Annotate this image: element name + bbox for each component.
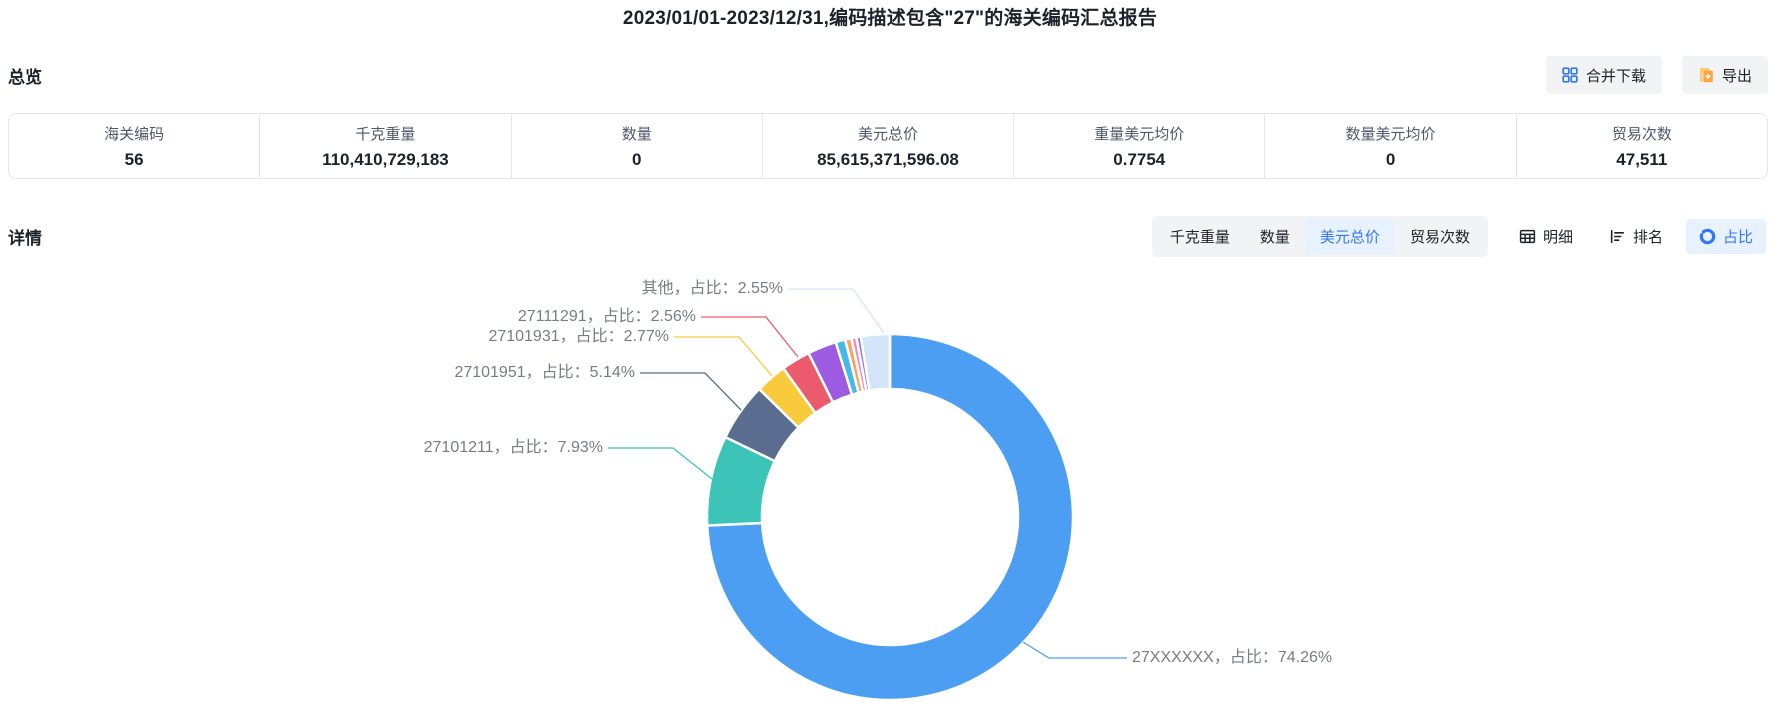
- view-tab-label: 排名: [1632, 228, 1663, 246]
- view-tab-label: 占比: [1722, 228, 1753, 246]
- pie-label-line-其他: [788, 288, 885, 334]
- pie-label-27101951: 27101951，占比：5.14%: [454, 363, 635, 381]
- ratio-icon: [1699, 228, 1716, 245]
- pie-segment-其他[interactable]: [859, 332, 892, 392]
- stat-label: 重量美元均价: [1094, 125, 1185, 143]
- pie-label-其他: 其他，占比：2.55%: [642, 279, 783, 297]
- stat-col-usd-per-qty: 数量美元均价 0: [1264, 114, 1515, 178]
- stat-col-usd-total: 美元总价 85,615,371,596.08: [761, 114, 1013, 178]
- overview-header: 总览 合并下载: [8, 54, 1768, 96]
- stat-label: 数量美元均价: [1345, 125, 1436, 143]
- view-tab-ratio[interactable]: 占比: [1685, 218, 1766, 254]
- stat-value: 56: [124, 149, 144, 169]
- pie-label-line-27101931: [674, 336, 773, 377]
- merge-download-icon: [1562, 67, 1578, 83]
- stat-col-kg-weight: 千克重量 110,410,729,183: [259, 114, 510, 178]
- page-title-row: 2023/01/01-2023/12/31,编码描述包含"27"的海关编码汇总报…: [0, 0, 1780, 32]
- detail-tabs: 千克重量 数量 美元总价 贸易次数 明细 排名 占比: [1151, 215, 1766, 257]
- stat-label: 海关编码: [104, 125, 165, 143]
- metric-tab-group: 千克重量 数量 美元总价 贸易次数: [1151, 215, 1488, 257]
- stat-col-hs-code: 海关编码 56: [9, 114, 259, 178]
- overview-stats-card: 海关编码 56 千克重量 110,410,729,183 数量 0 美元总价 85,615,3…: [8, 113, 1768, 179]
- export-button[interactable]: 导出: [1681, 56, 1768, 94]
- pie-label-27111291: 27111291，占比：2.56%: [518, 307, 696, 325]
- view-tab-detail[interactable]: 明细: [1506, 219, 1586, 254]
- stat-value: 85,615,371,596.08: [817, 149, 959, 169]
- pie-label-line-27101951: [640, 372, 742, 411]
- metric-tab-quantity[interactable]: 数量: [1259, 228, 1290, 246]
- detail-header: 详情 千克重量 数量 美元总价 贸易次数 明细 排名 占比: [8, 215, 1766, 257]
- metric-tab-trade-count[interactable]: 贸易次数: [1409, 228, 1470, 246]
- pie-label-line-27XXXXXX: [1022, 641, 1127, 659]
- table-icon: [1519, 228, 1536, 245]
- stat-value: 0: [631, 149, 642, 169]
- pie-label-line-27101211: [608, 447, 713, 480]
- detail-heading: 详情: [8, 228, 42, 248]
- merge-download-label: 合并下载: [1585, 67, 1646, 85]
- stat-col-quantity: 数量 0: [510, 114, 762, 178]
- ranking-icon: [1609, 228, 1626, 245]
- view-tab-group: 明细 排名 占比: [1506, 218, 1766, 254]
- stat-col-trade-count: 贸易次数 47,511: [1515, 114, 1767, 178]
- stat-value: 47,511: [1616, 149, 1668, 169]
- view-tab-label: 明细: [1542, 228, 1573, 246]
- pie-label-27XXXXXX: 27XXXXXX，占比：74.26%: [1132, 648, 1332, 666]
- export-label: 导出: [1721, 67, 1752, 85]
- metric-tab-kg-weight[interactable]: 千克重量: [1169, 228, 1230, 246]
- page-title: 2023/01/01-2023/12/31,编码描述包含"27"的海关编码汇总报…: [622, 7, 1158, 29]
- stat-label: 贸易次数: [1611, 125, 1672, 143]
- merge-download-button[interactable]: 合并下载: [1545, 56, 1662, 94]
- metric-tab-usd-total[interactable]: 美元总价: [1304, 218, 1395, 254]
- stat-col-usd-per-kg: 重量美元均价 0.7754: [1013, 114, 1264, 178]
- stat-label: 美元总价: [857, 125, 918, 143]
- pie-label-27101211: 27101211，占比：7.93%: [424, 438, 603, 456]
- view-tab-ranking[interactable]: 排名: [1596, 219, 1676, 254]
- pie-segment-27XXXXXX[interactable]: [705, 332, 1075, 702]
- overview-heading: 总览: [8, 67, 42, 87]
- pie-label-line-27111291: [701, 316, 799, 358]
- header-buttons: 合并下载 导出: [1545, 56, 1768, 94]
- pie-label-27101931: 27101931，占比：2.77%: [488, 327, 669, 345]
- export-icon: [1698, 67, 1714, 83]
- stat-value: 0: [1385, 149, 1396, 169]
- stat-value: 110,410,729,183: [322, 149, 449, 169]
- stat-label: 数量: [621, 125, 652, 143]
- stat-value: 0.7754: [1113, 149, 1166, 169]
- stat-label: 千克重量: [355, 125, 416, 143]
